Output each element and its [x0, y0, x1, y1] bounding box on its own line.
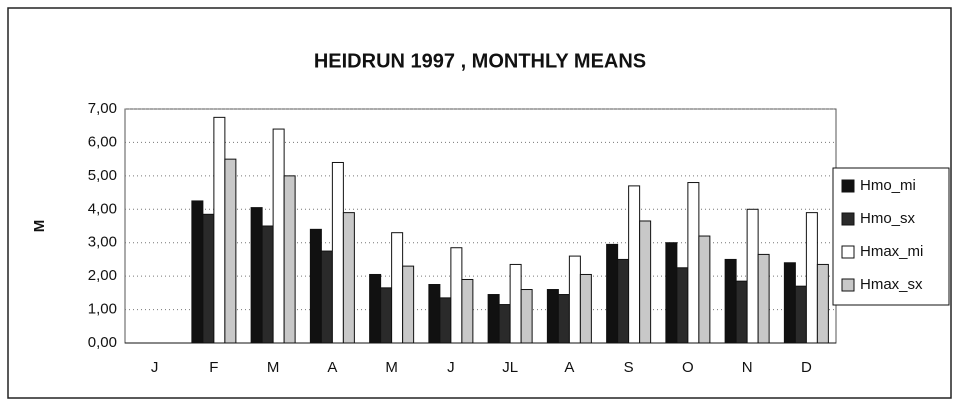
x-tick-label: D [801, 359, 812, 376]
x-tick-label: A [327, 359, 337, 376]
x-tick-label: N [742, 359, 753, 376]
y-axis-label: M [31, 220, 48, 233]
y-tick-label: 4,00 [88, 200, 117, 217]
bar [250, 207, 263, 344]
legend-swatch [841, 278, 855, 292]
legend-label: Hmax_sx [860, 276, 923, 293]
bar [676, 267, 689, 344]
bar [272, 128, 285, 344]
legend-swatch [841, 245, 855, 259]
bar [380, 287, 393, 344]
y-tick-label: 6,00 [88, 133, 117, 150]
chart-border [7, 7, 952, 399]
bar [191, 200, 204, 344]
bar [342, 212, 355, 344]
y-tick-label: 2,00 [88, 267, 117, 284]
bar [568, 255, 581, 344]
bar [402, 265, 415, 344]
bar [794, 285, 807, 344]
x-tick-label: J [151, 359, 159, 376]
bar [746, 208, 759, 344]
x-tick-label: A [564, 359, 574, 376]
bar [509, 263, 522, 344]
bar [579, 273, 592, 344]
bar [724, 258, 737, 344]
chart-title: HEIDRUN 1997 , MONTHLY MEANS [314, 50, 646, 72]
y-tick-label: 0,00 [88, 334, 117, 351]
legend-swatch [841, 179, 855, 193]
y-tick-label: 3,00 [88, 234, 117, 251]
y-tick-label: 7,00 [88, 100, 117, 117]
bar [546, 289, 559, 344]
x-tick-label: M [267, 359, 280, 376]
legend-label: Hmax_mi [860, 243, 923, 260]
bar [606, 243, 619, 344]
bar [461, 278, 474, 344]
bar [283, 175, 296, 344]
bar [320, 250, 333, 344]
bar [439, 297, 452, 344]
bar [557, 294, 570, 344]
x-tick-label: O [682, 359, 694, 376]
bar [816, 263, 829, 344]
bar [213, 116, 226, 344]
bar [309, 228, 322, 344]
bar [224, 158, 237, 344]
y-tick-label: 1,00 [88, 301, 117, 318]
bar [450, 247, 463, 344]
bar [617, 258, 630, 344]
legend-label: Hmo_mi [860, 177, 916, 194]
x-tick-label: F [209, 359, 218, 376]
bar [805, 212, 818, 344]
x-tick-label: S [624, 359, 634, 376]
bar [520, 289, 533, 344]
x-tick-label: J [447, 359, 455, 376]
bar [261, 225, 274, 344]
bar [391, 232, 404, 344]
bar [487, 294, 500, 344]
bar [369, 273, 382, 344]
bar [428, 284, 441, 344]
bar [687, 182, 700, 344]
x-tick-label: JL [502, 359, 518, 376]
bar [757, 253, 770, 344]
bar [628, 185, 641, 344]
bar [665, 242, 678, 344]
bar [202, 213, 215, 344]
legend-swatch [841, 212, 855, 226]
bar [639, 220, 652, 344]
bar [498, 304, 511, 344]
bar [698, 235, 711, 344]
bar [331, 161, 344, 344]
x-tick-label: M [385, 359, 398, 376]
bar [735, 280, 748, 344]
legend-label: Hmo_sx [860, 210, 916, 227]
bar [783, 262, 796, 344]
y-tick-label: 5,00 [88, 167, 117, 184]
